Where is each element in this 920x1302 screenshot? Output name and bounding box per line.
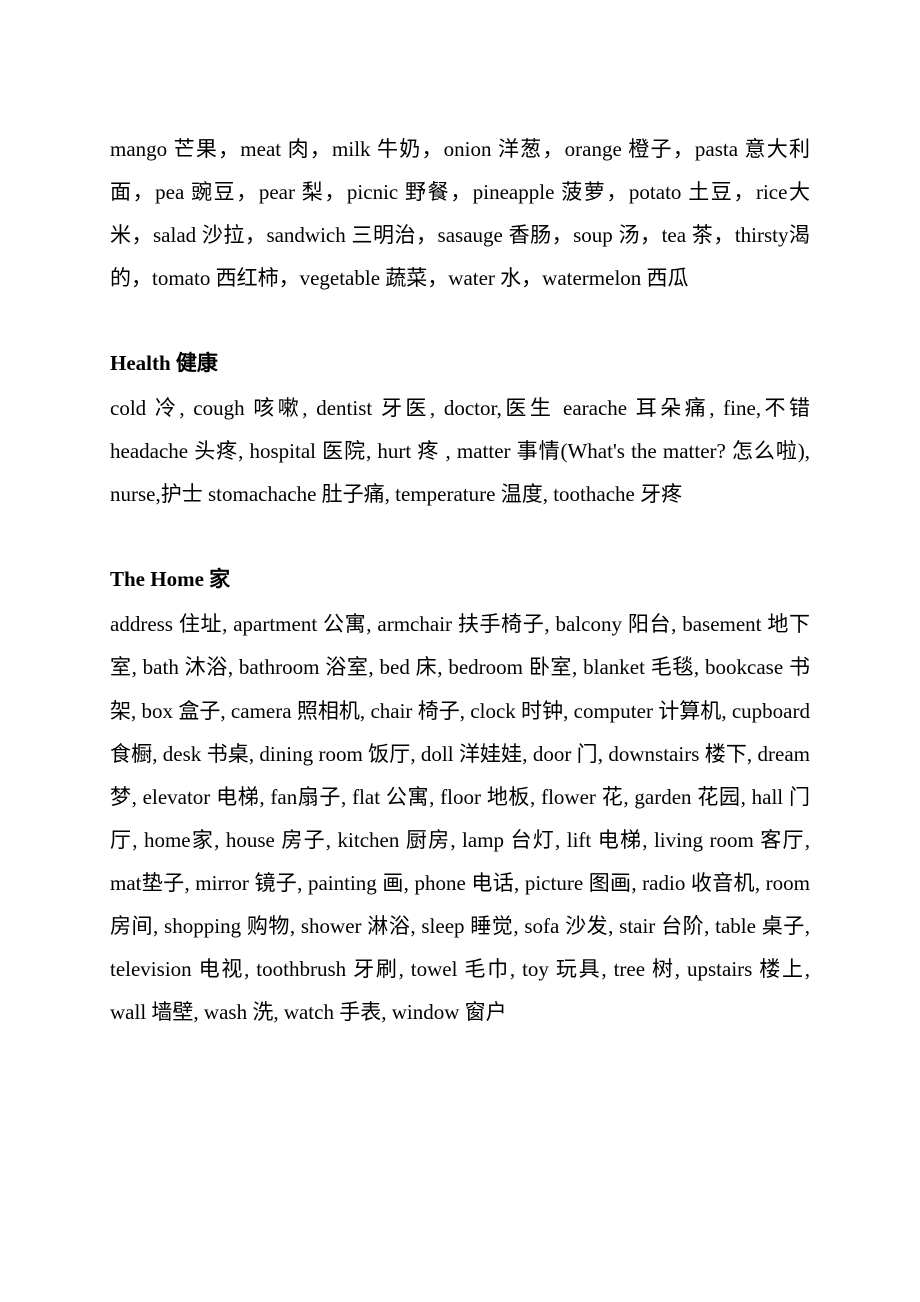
section-heading: The Home 家 bbox=[110, 558, 810, 601]
vocab-section-food-continued: mango 芒果，meat 肉，milk 牛奶，onion 洋葱，orange … bbox=[110, 128, 810, 300]
heading-english: Health bbox=[110, 351, 171, 375]
section-heading: Health 健康 bbox=[110, 342, 810, 385]
heading-english: The Home bbox=[110, 567, 204, 591]
heading-chinese: 健康 bbox=[176, 351, 218, 375]
vocab-section-home: The Home 家 address 住址, apartment 公寓, arm… bbox=[110, 558, 810, 1034]
heading-chinese: 家 bbox=[209, 567, 230, 591]
section-content: mango 芒果，meat 肉，milk 牛奶，onion 洋葱，orange … bbox=[110, 128, 810, 300]
section-content: address 住址, apartment 公寓, armchair 扶手椅子,… bbox=[110, 603, 810, 1033]
section-content: cold 冷, cough 咳嗽, dentist 牙医, doctor,医生 … bbox=[110, 387, 810, 516]
vocab-section-health: Health 健康 cold 冷, cough 咳嗽, dentist 牙医, … bbox=[110, 342, 810, 516]
